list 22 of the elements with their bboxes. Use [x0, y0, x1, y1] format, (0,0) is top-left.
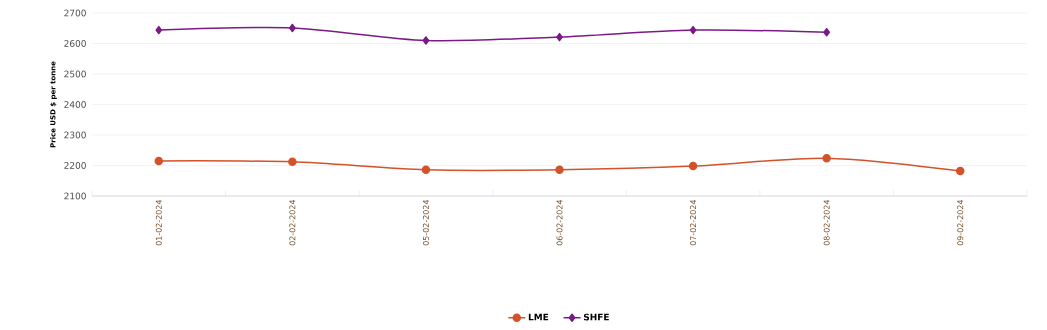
y-tick-label: 2500: [64, 70, 86, 78]
point: [689, 25, 697, 35]
y-tick-label: 2300: [64, 131, 86, 139]
point: [688, 161, 698, 171]
point: [155, 25, 163, 35]
point: [823, 27, 831, 37]
y-tick-label: 2600: [64, 40, 86, 47]
legend-label: LME: [528, 313, 549, 321]
y-tick-label: 2400: [64, 101, 86, 108]
point: [421, 165, 431, 175]
point: [154, 156, 164, 166]
y-tick-label: 2700: [64, 9, 86, 17]
point: [556, 32, 563, 42]
point: [288, 23, 296, 33]
y-tick-label: 2100: [64, 192, 86, 200]
point: [822, 153, 831, 163]
point: [955, 166, 965, 176]
point: [555, 165, 564, 175]
point: [422, 36, 430, 45]
point: [288, 157, 297, 167]
y-tick-label: 2200: [64, 162, 86, 169]
legend-label: SHFE: [583, 313, 609, 321]
